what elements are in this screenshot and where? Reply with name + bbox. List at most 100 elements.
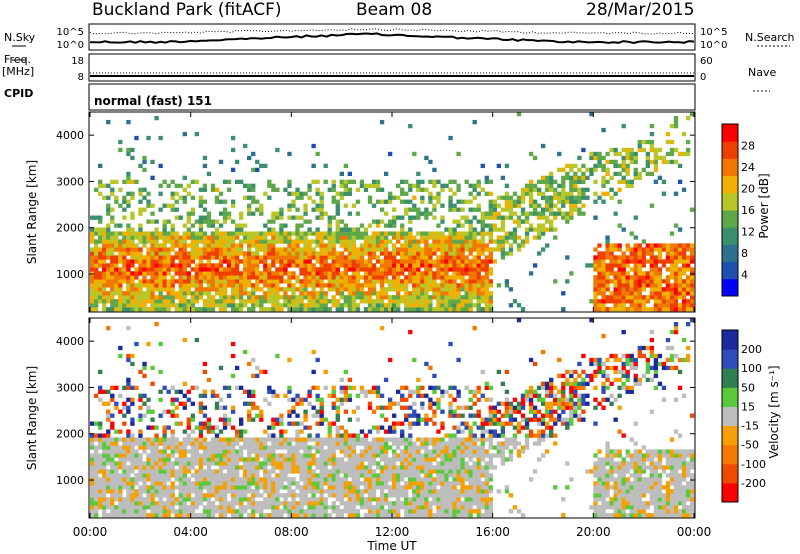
power-cell (122, 251, 127, 256)
velocity-cell (138, 445, 143, 450)
velocity-cell (375, 453, 381, 458)
power-cell (214, 267, 220, 272)
power-cell (122, 199, 127, 204)
power-cell (206, 303, 212, 308)
velocity-cell (194, 461, 200, 466)
power-cell (182, 223, 187, 228)
power-cell (243, 239, 248, 244)
power-cell (234, 263, 240, 268)
power-cell (601, 267, 606, 272)
power-cell (222, 287, 228, 292)
power-cell (432, 215, 437, 220)
power-cell (98, 227, 103, 232)
power-cell (500, 175, 506, 181)
velocity-cell (182, 337, 187, 343)
power-cell (210, 275, 216, 280)
power-cell (102, 195, 107, 200)
power-cell (601, 291, 606, 296)
velocity-cell (303, 497, 308, 502)
velocity-cell (379, 477, 385, 482)
power-ylabel: Slant Range [km] (25, 160, 39, 264)
power-cell (259, 163, 264, 169)
velocity-cell (226, 481, 232, 486)
power-cell (601, 287, 606, 292)
power-cell (150, 275, 155, 280)
power-cell (122, 279, 127, 284)
power-cell (387, 255, 393, 260)
power-cell (315, 227, 320, 232)
velocity-cell (198, 429, 204, 434)
velocity-cell (307, 425, 312, 430)
power-cell (629, 155, 634, 161)
velocity-cell (275, 477, 280, 482)
velocity-cell (347, 469, 353, 474)
velocity-cell (311, 473, 316, 478)
velocity-cell (371, 457, 377, 462)
power-cell (174, 243, 179, 248)
power-cell (585, 195, 590, 200)
velocity-cell (154, 509, 159, 514)
velocity-cell (263, 485, 268, 490)
power-cell (158, 135, 163, 141)
power-cell (464, 239, 469, 244)
velocity-cell (238, 421, 244, 426)
velocity-cell (150, 513, 155, 518)
power-cell (222, 259, 228, 264)
colorbar-swatch (722, 261, 738, 280)
velocity-cell (186, 481, 191, 486)
velocity-cell (138, 413, 143, 418)
power-cell (561, 307, 566, 312)
power-cell (359, 255, 365, 260)
power-cell (496, 215, 502, 220)
power-cell (198, 235, 204, 240)
power-cell (247, 259, 252, 264)
velocity-cell (339, 469, 344, 474)
power-cell (665, 159, 671, 165)
velocity-cell (343, 477, 349, 482)
velocity-cell (355, 465, 361, 470)
velocity-cell (102, 449, 107, 454)
velocity-cell (315, 477, 320, 482)
velocity-cell (307, 513, 312, 518)
power-cell (593, 283, 598, 288)
velocity-cell (202, 445, 208, 450)
velocity-cell (114, 469, 119, 474)
power-cell (432, 263, 437, 268)
velocity-cell (138, 465, 143, 470)
power-cell (508, 211, 514, 216)
power-cell (375, 279, 381, 284)
power-cell (476, 307, 481, 312)
velocity-cell (178, 457, 183, 462)
velocity-cell (291, 489, 296, 494)
power-cell (202, 219, 208, 224)
velocity-cell (327, 485, 332, 490)
power-cell (625, 255, 630, 260)
velocity-cell (271, 497, 276, 502)
power-cell (287, 295, 292, 300)
velocity-cell (206, 481, 212, 486)
velocity-cell (106, 325, 111, 331)
colorbar-swatch (722, 210, 738, 228)
velocity-cell (114, 465, 119, 470)
power-cell (234, 279, 240, 284)
velocity-cell (174, 389, 179, 394)
power-cell (267, 283, 272, 288)
velocity-cell (170, 385, 175, 390)
power-cell (90, 215, 95, 220)
power-cell (436, 291, 441, 296)
power-cell (359, 275, 365, 280)
power-cell (500, 215, 506, 220)
velocity-cell (311, 497, 316, 502)
velocity-cell (243, 481, 248, 486)
power-cell (359, 251, 365, 256)
power-cell (166, 239, 171, 244)
velocity-cell (162, 505, 167, 510)
power-cell (90, 271, 95, 276)
power-cell (581, 163, 586, 169)
velocity-cell (146, 453, 151, 458)
power-cell (673, 275, 679, 280)
velocity-cell (359, 481, 365, 486)
velocity-cell (251, 469, 256, 474)
power-cell (371, 231, 377, 236)
power-cell (214, 303, 220, 308)
